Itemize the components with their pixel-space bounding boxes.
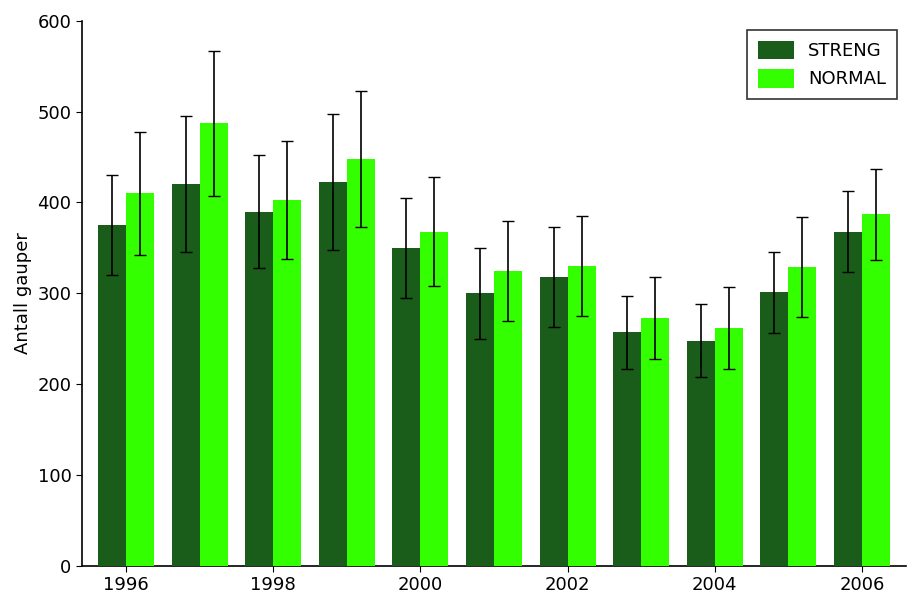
Bar <box>494 271 521 565</box>
Bar <box>834 232 861 565</box>
Bar <box>641 318 668 565</box>
Bar <box>714 328 742 565</box>
Bar <box>567 266 595 565</box>
Bar <box>861 214 889 565</box>
Bar <box>319 182 346 565</box>
Bar <box>760 292 788 565</box>
Bar <box>539 277 567 565</box>
Bar <box>420 232 448 565</box>
Bar <box>199 123 227 565</box>
Bar <box>126 193 153 565</box>
Bar <box>273 200 301 565</box>
Bar <box>172 184 199 565</box>
Bar <box>245 212 273 565</box>
Bar <box>466 293 494 565</box>
Bar <box>346 159 374 565</box>
Bar <box>788 267 815 565</box>
Bar <box>392 248 420 565</box>
Y-axis label: Antall gauper: Antall gauper <box>14 232 32 354</box>
Bar <box>686 340 714 565</box>
Bar <box>98 225 126 565</box>
Legend: STRENG, NORMAL: STRENG, NORMAL <box>746 30 896 99</box>
Bar <box>613 333 641 565</box>
